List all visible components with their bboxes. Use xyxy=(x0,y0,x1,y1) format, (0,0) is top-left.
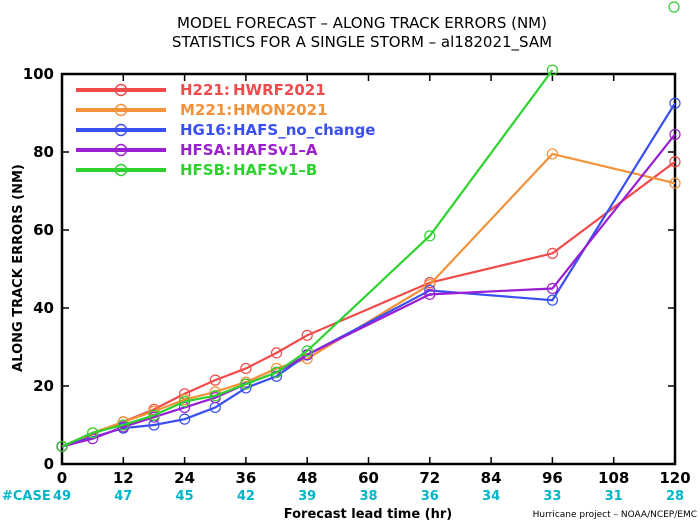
legend-name: HAFS_no_change xyxy=(233,121,375,139)
series-line xyxy=(61,133,676,448)
data-point xyxy=(669,156,681,168)
data-point xyxy=(669,97,681,109)
legend-code: HFSA: xyxy=(180,141,232,159)
series-3 xyxy=(56,128,681,453)
y-tick-label: 20 xyxy=(33,377,54,395)
x-tick-label: 120 xyxy=(659,469,690,487)
legend-item-2: HG16: HAFS_no_change xyxy=(76,121,375,139)
data-point xyxy=(270,347,283,359)
legend-swatch-marker xyxy=(114,103,128,117)
legend-code: H221: xyxy=(180,81,230,99)
data-point xyxy=(179,413,191,425)
data-point xyxy=(301,345,313,357)
series-line xyxy=(61,102,676,448)
legend-swatch-marker xyxy=(114,143,128,157)
data-point xyxy=(240,378,252,390)
data-point xyxy=(301,329,313,341)
y-tick-label: 60 xyxy=(33,221,54,239)
case-count: 39 xyxy=(298,489,316,504)
data-point xyxy=(546,282,559,295)
x-tick-label: 84 xyxy=(481,469,502,487)
data-point xyxy=(546,247,559,259)
y-tick-label: 80 xyxy=(33,143,54,161)
legend-code: M221: xyxy=(180,101,232,119)
x-tick-label: 96 xyxy=(542,469,563,487)
case-count: 45 xyxy=(176,489,194,504)
series-4 xyxy=(56,64,559,453)
data-point xyxy=(270,366,283,378)
chart-title-line-2: STATISTICS FOR A SINGLE STORM – al182021… xyxy=(172,33,552,52)
case-count: 31 xyxy=(605,489,623,504)
x-axis-label: Forecast lead time (hr) xyxy=(284,507,452,521)
legend-name: HMON2021 xyxy=(233,101,328,119)
legend-code: HG16: xyxy=(180,121,232,139)
legend-name: HAFSv1–A xyxy=(233,141,318,159)
series-line xyxy=(61,160,676,448)
data-point xyxy=(424,230,436,242)
case-count: 38 xyxy=(359,489,377,504)
case-counts: 49 47 45 42 39 38 36 34 33 31 28 xyxy=(53,489,684,504)
data-point xyxy=(424,288,436,300)
legend-swatch-marker xyxy=(114,83,128,97)
data-point xyxy=(87,427,99,439)
y-tick-label: 0 xyxy=(44,455,54,473)
credit-text: Hurricane project – NOAA/NCEP/EMC xyxy=(533,510,697,520)
case-label: #CASE xyxy=(2,489,51,504)
legend-swatch-marker xyxy=(114,123,128,137)
case-count: 33 xyxy=(543,489,561,504)
legend-code: HFSB: xyxy=(180,161,231,179)
data-point xyxy=(240,362,252,375)
case-count: 49 xyxy=(53,489,71,504)
data-point xyxy=(56,440,68,453)
case-count: 28 xyxy=(666,489,684,504)
data-point xyxy=(117,419,129,431)
x-tick-label: 36 xyxy=(235,469,256,487)
data-point xyxy=(209,390,221,402)
legend-item-4: HFSB: HAFSv1–B xyxy=(76,161,317,179)
x-tick-label: 24 xyxy=(174,469,195,487)
x-tick-label: 0 xyxy=(57,469,67,487)
series-line xyxy=(61,152,676,448)
legend-item-0: H221: HWRF2021 xyxy=(76,81,326,99)
x-tick-label: 108 xyxy=(598,469,629,487)
series-layer xyxy=(56,64,681,453)
data-point xyxy=(148,409,160,421)
data-point xyxy=(209,374,221,386)
data-point xyxy=(546,148,559,160)
legend-name: HWRF2021 xyxy=(233,81,326,99)
data-point xyxy=(669,177,681,189)
case-count: 47 xyxy=(114,489,132,504)
case-count: 42 xyxy=(237,489,255,504)
series-line xyxy=(61,69,554,448)
case-count: 34 xyxy=(482,489,500,504)
y-tick-label: 40 xyxy=(33,299,54,317)
x-tick-label: 12 xyxy=(113,469,134,487)
y-axis-label: ALONG TRACK ERRORS (NM) xyxy=(11,164,26,372)
corner-marker-icon xyxy=(668,1,680,13)
x-tick-label: 48 xyxy=(297,469,318,487)
legend-name: HAFSv1–B xyxy=(233,161,317,179)
legend-item-3: HFSA: HAFSv1–A xyxy=(76,141,318,159)
case-count: 36 xyxy=(421,489,439,504)
data-point xyxy=(669,128,681,141)
legend-swatch-marker xyxy=(114,163,128,177)
data-point xyxy=(546,64,559,76)
data-point xyxy=(179,396,191,408)
x-tick-label: 72 xyxy=(419,469,440,487)
legend-item-1: M221: HMON2021 xyxy=(76,101,328,119)
y-tick-label: 100 xyxy=(23,65,54,83)
chart-title-line-1: MODEL FORECAST – ALONG TRACK ERRORS (NM) xyxy=(177,14,547,32)
x-tick-label: 60 xyxy=(358,469,379,487)
data-point xyxy=(546,294,559,306)
axis-ticks: 0 12 24 36 48 60 72 84 96 108 120 0 20 40 60 80 100 xyxy=(23,65,691,487)
